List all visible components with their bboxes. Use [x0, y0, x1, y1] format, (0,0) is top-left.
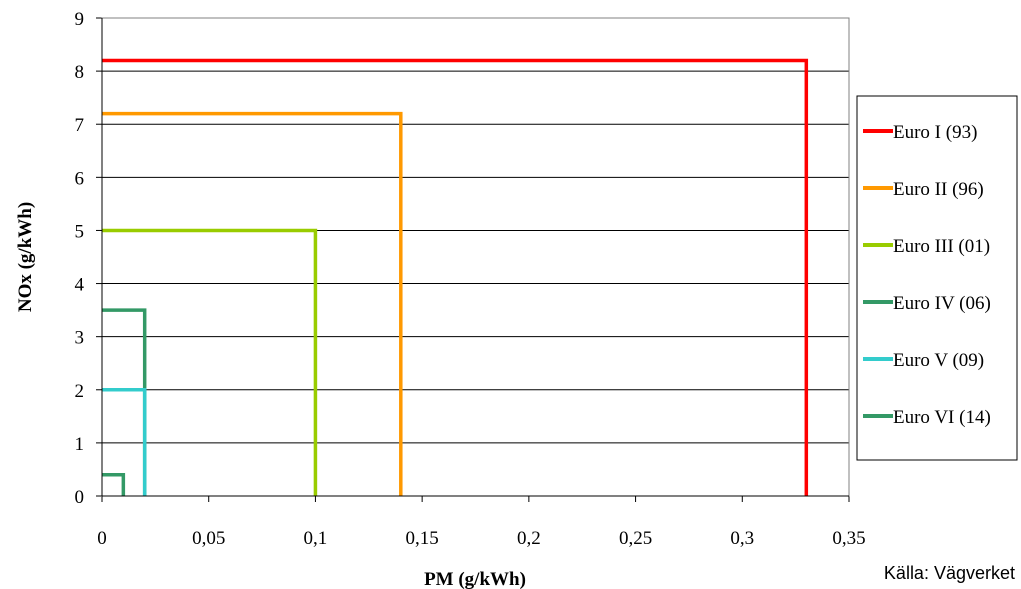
- y-tick-label: 5: [75, 221, 85, 242]
- series-line-1: [102, 58, 809, 496]
- y-tick-label: 0: [75, 487, 85, 508]
- series-line-6: [102, 473, 126, 496]
- axes: [96, 17, 850, 502]
- x-tick-label: 0: [97, 528, 107, 549]
- series-line-5: [102, 388, 147, 496]
- y-tick-label: 2: [75, 381, 85, 402]
- legend-label-4: Euro IV (06): [893, 293, 991, 314]
- x-tick-label: 0,3: [730, 528, 754, 549]
- legend-label-6: Euro VI (14): [893, 407, 991, 428]
- legend-label-1: Euro I (93): [893, 122, 977, 143]
- y-tick-label: 6: [75, 168, 85, 189]
- x-tick-label: 0,1: [304, 528, 328, 549]
- y-tick-label: 4: [75, 275, 85, 296]
- y-tick-label: 7: [75, 115, 85, 136]
- y-tick-label: 1: [75, 434, 85, 455]
- series-lines: [102, 58, 809, 496]
- series-line-3: [102, 228, 318, 496]
- x-tick-labels: 0 0,05 0,1 0,15 0,2 0,25 0,3 0,35: [97, 528, 865, 549]
- legend: Euro I (93) Euro II (96) Euro III (01) Euro…: [856, 95, 1018, 461]
- x-tick-label: 0,25: [619, 528, 652, 549]
- y-tick-label: 9: [75, 9, 85, 30]
- y-tick-label: 8: [75, 62, 85, 83]
- x-tick-label: 0,05: [192, 528, 225, 549]
- x-tick-label: 0,35: [832, 528, 865, 549]
- y-tick-label: 3: [75, 328, 85, 349]
- y-axis-label: NOx (g/kWh): [15, 202, 36, 312]
- plot-border: [101, 17, 850, 497]
- x-tick-label: 0,2: [517, 528, 541, 549]
- x-axis-label: PM (g/kWh): [424, 569, 526, 589]
- y-tick-labels: 0 1 2 3 4 5 6 7 8 9: [75, 9, 85, 508]
- x-tick-label: 0,15: [406, 528, 439, 549]
- series-line-2: [102, 111, 403, 496]
- series-line-4: [102, 308, 147, 496]
- legend-box: [856, 95, 1018, 461]
- legend-label-5: Euro V (09): [893, 350, 984, 371]
- source-note: Källa: Vägverket: [883, 563, 1015, 583]
- legend-label-2: Euro II (96): [893, 179, 984, 200]
- legend-label-3: Euro III (01): [893, 236, 990, 257]
